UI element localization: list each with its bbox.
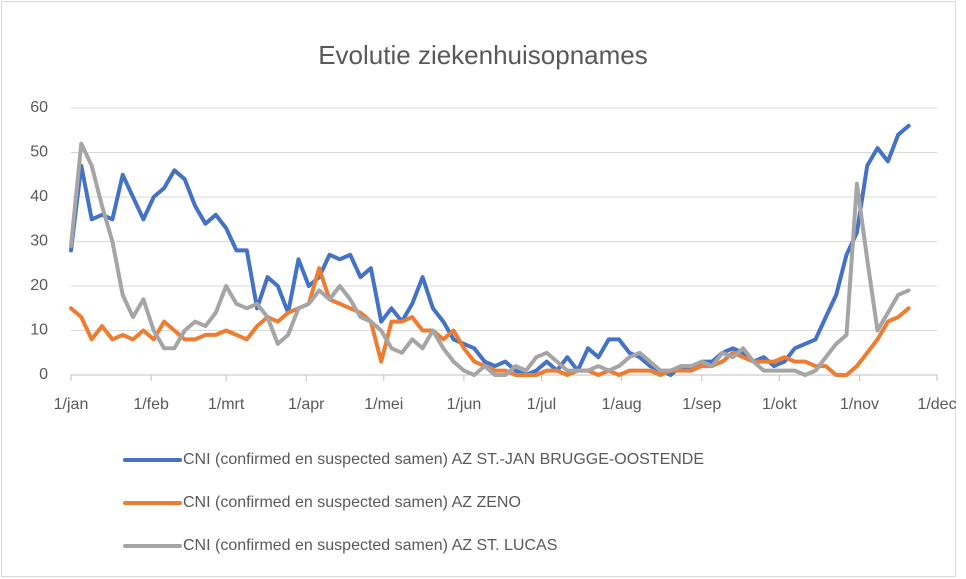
x-tick-label: 1/jan: [54, 396, 89, 413]
x-tick-label: 1/nov: [840, 396, 879, 413]
x-tick-label: 1/mei: [364, 396, 403, 413]
y-tick-label: 40: [30, 188, 48, 205]
legend-label: CNI (confirmed en suspected samen) AZ ST…: [183, 537, 557, 554]
y-tick-label: 50: [30, 144, 48, 161]
x-tick-label: 1/apr: [288, 396, 325, 413]
x-tick-label: 1/sep: [682, 396, 721, 413]
y-tick-label: 30: [30, 233, 48, 250]
x-tick-label: 1/feb: [133, 396, 169, 413]
x-tick-label: 1/jul: [527, 396, 556, 413]
x-tick-label: 1/jun: [447, 396, 482, 413]
y-tick-label: 60: [30, 99, 48, 116]
x-tick-label: 1/okt: [762, 396, 797, 413]
y-tick-label: 10: [30, 322, 48, 339]
x-tick-label: 1/dec: [917, 396, 956, 413]
chart-title: Evolutie ziekenhuisopnames: [318, 40, 648, 70]
x-tick-label: 1/mrt: [208, 396, 245, 413]
y-tick-label: 0: [39, 366, 48, 383]
legend-label: CNI (confirmed en suspected samen) AZ ST…: [183, 451, 704, 468]
series-line: [69, 141, 911, 377]
legend-label: CNI (confirmed en suspected samen) AZ ZE…: [183, 494, 521, 511]
x-tick-label: 1/aug: [602, 396, 642, 413]
y-tick-label: 20: [30, 277, 48, 294]
